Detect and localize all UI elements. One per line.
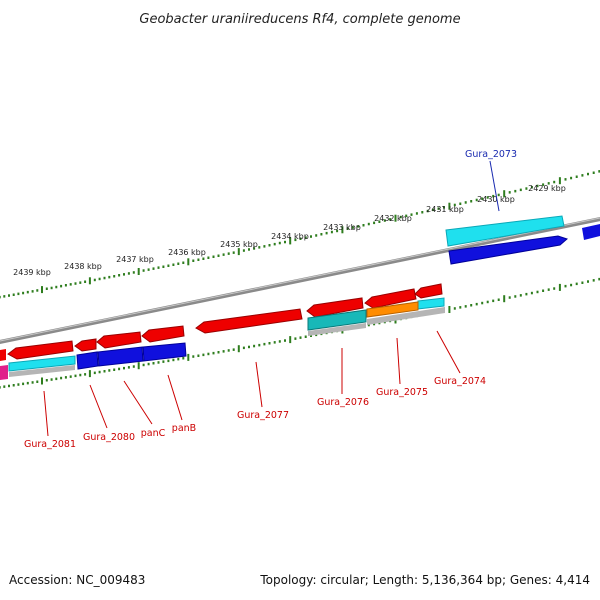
gene-arrow-gura-2073[interactable] bbox=[445, 215, 565, 247]
gene-arrow-gura-2077-rev[interactable] bbox=[195, 308, 303, 334]
accession-text: Accession: NC_009483 bbox=[9, 573, 146, 587]
feature-gray-2081[interactable] bbox=[9, 365, 75, 377]
tick-label: 2432 kbp bbox=[374, 214, 412, 223]
feature-magenta-edge[interactable] bbox=[0, 365, 8, 380]
scale-ring-inner bbox=[0, 277, 600, 389]
connector-panb bbox=[167, 374, 183, 421]
connector-gura-2073 bbox=[489, 160, 500, 212]
scale-ring-outer bbox=[0, 170, 600, 299]
lower-track-features bbox=[0, 297, 445, 380]
feature-teal-2076[interactable] bbox=[307, 309, 367, 331]
gene-arrow-gura-2081-rev[interactable] bbox=[7, 340, 74, 360]
gene-arrow-panb-rev[interactable] bbox=[141, 325, 185, 343]
connector-gura-2074 bbox=[436, 330, 461, 374]
tick-label: 2431 kbp bbox=[426, 205, 464, 214]
label-connectors bbox=[43, 160, 500, 437]
tick-label: 2437 kbp bbox=[116, 255, 154, 264]
gene-arrow-gura-2076-rev[interactable] bbox=[306, 297, 364, 318]
connector-gura-2080 bbox=[89, 384, 108, 429]
feature-cyan-2074[interactable] bbox=[417, 297, 445, 310]
gene-label-gura-2073[interactable]: Gura_2073 bbox=[465, 149, 517, 160]
genome-backbone bbox=[0, 216, 600, 345]
tick-label: 2430 kbp bbox=[477, 195, 515, 204]
connector-gura-2081 bbox=[43, 390, 49, 437]
gene-arrow-panc-rev[interactable] bbox=[96, 331, 142, 349]
gene-arrow-gura-2080-rev[interactable] bbox=[74, 338, 97, 352]
feature-blue-panb[interactable] bbox=[142, 342, 187, 362]
tick-label: 2429 kbp bbox=[528, 184, 566, 193]
forward-strand-features bbox=[0, 215, 600, 361]
feature-cyan-2081[interactable] bbox=[8, 355, 76, 372]
gene-arrow-blue-edge[interactable] bbox=[582, 224, 600, 240]
gene-labels: Gura_2073 Gura_2074 Gura_2075 Gura_2076 … bbox=[24, 149, 517, 450]
gene-label-gura-2075[interactable]: Gura_2075 bbox=[376, 387, 428, 398]
gene-label-gura-2074[interactable]: Gura_2074 bbox=[434, 376, 486, 387]
gene-label-gura-2077[interactable]: Gura_2077 bbox=[237, 410, 289, 421]
genome-summary-text: Topology: circular; Length: 5,136,364 bp… bbox=[260, 573, 590, 587]
tick-label: 2435 kbp bbox=[220, 240, 258, 249]
tick-label: 2439 kbp bbox=[13, 268, 51, 277]
scale-tick-labels: 2439 kbp 2438 kbp 2437 kbp 2436 kbp 2435… bbox=[13, 184, 566, 277]
gene-label-gura-2081[interactable]: Gura_2081 bbox=[24, 439, 76, 450]
tick-label: 2438 kbp bbox=[64, 262, 102, 271]
tick-label: 2434 kbp bbox=[271, 232, 309, 241]
gene-label-gura-2076[interactable]: Gura_2076 bbox=[317, 397, 369, 408]
feature-blue-2080[interactable] bbox=[76, 351, 99, 370]
feature-orange-2075[interactable] bbox=[366, 301, 419, 318]
gene-arrow-gura-2074-rev[interactable] bbox=[414, 283, 443, 299]
gene-arrow-gura-2075-rev[interactable] bbox=[364, 288, 417, 309]
feature-gray-2076[interactable] bbox=[308, 323, 366, 336]
tick-label: 2436 kbp bbox=[168, 248, 206, 257]
tick-label: 2433 kbp bbox=[323, 223, 361, 232]
gene-label-panc[interactable]: panC bbox=[141, 428, 166, 439]
gene-label-gura-2080[interactable]: Gura_2080 bbox=[83, 432, 135, 443]
gene-arrow-blue-outer[interactable] bbox=[448, 235, 568, 265]
connector-panc bbox=[123, 380, 153, 425]
connector-gura-2077 bbox=[255, 361, 263, 408]
gene-label-panb[interactable]: panB bbox=[172, 423, 196, 434]
connector-gura-2075 bbox=[396, 337, 401, 385]
feature-gray-2074[interactable] bbox=[367, 307, 445, 325]
gene-arrow-red-edge[interactable] bbox=[0, 349, 6, 361]
map-title: Geobacter uraniireducens Rf4, complete g… bbox=[139, 12, 460, 27]
feature-blue-panc[interactable] bbox=[97, 346, 144, 367]
